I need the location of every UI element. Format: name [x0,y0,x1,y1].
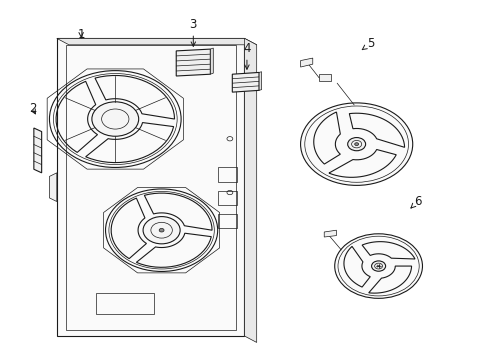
Polygon shape [319,74,330,81]
Ellipse shape [300,103,412,185]
Ellipse shape [143,217,180,244]
Text: 3: 3 [189,18,197,46]
Ellipse shape [347,138,365,151]
Polygon shape [300,58,312,67]
Polygon shape [49,173,57,202]
Polygon shape [210,48,213,74]
Text: 2: 2 [29,102,36,115]
Ellipse shape [334,234,422,298]
Polygon shape [244,39,256,342]
Ellipse shape [159,228,163,232]
Polygon shape [34,128,41,173]
Polygon shape [259,72,261,90]
Ellipse shape [92,102,139,136]
Text: 5: 5 [362,36,374,50]
Text: 1: 1 [77,28,85,41]
Polygon shape [57,39,244,336]
Text: 6: 6 [410,195,421,208]
Text: 4: 4 [243,41,250,69]
Polygon shape [176,49,210,76]
Ellipse shape [371,261,385,271]
Ellipse shape [354,143,358,145]
Polygon shape [324,230,336,237]
Polygon shape [232,72,259,92]
Polygon shape [57,39,256,45]
